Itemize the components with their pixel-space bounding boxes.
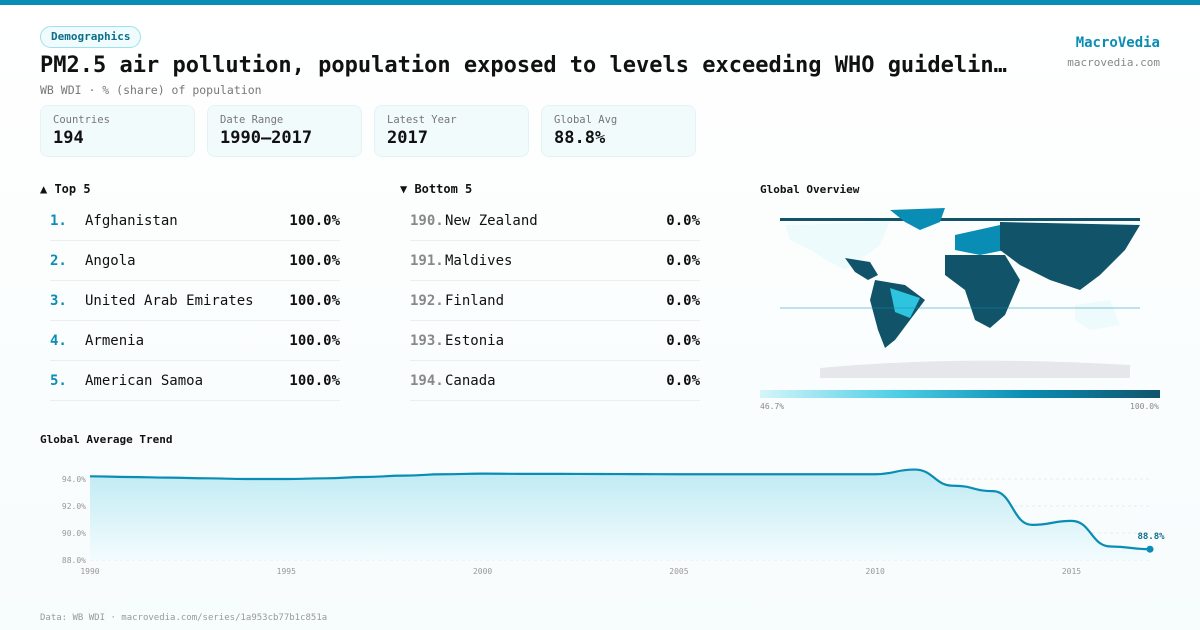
rank-number: 194. (410, 373, 444, 389)
y-tick-label: 94.0% (62, 475, 86, 484)
footer-source: Data: WB WDI · macrovedia.com/series/1a9… (40, 613, 328, 623)
trend-line (89, 468, 1151, 551)
brand-url[interactable]: macrovedia.com (1067, 56, 1160, 69)
country-name: Armenia (85, 333, 145, 349)
x-tick-label: 2010 (866, 567, 885, 576)
legend-max: 100.0% (1130, 402, 1159, 411)
rank-row[interactable]: 3. United Arab Emirates 100.0% (50, 281, 340, 321)
chart-title: Global Average Trend (40, 433, 173, 446)
rank-row[interactable]: 5. American Samoa 100.0% (50, 361, 340, 401)
stat-card-global-avg: Global Avg 88.8% (541, 105, 696, 157)
country-value: 0.0% (666, 333, 700, 349)
rank-number: 193. (410, 333, 444, 349)
rank-row[interactable]: 4. Armenia 100.0% (50, 321, 340, 361)
country-name: American Samoa (85, 373, 204, 389)
map-north-america (785, 222, 890, 270)
country-value: 0.0% (666, 213, 700, 229)
map-color-legend (760, 390, 1160, 398)
trend-chart: 88.0% 90.0% 92.0% 94.0% 1990 1995 2000 2005 2010… (62, 468, 1165, 576)
map-africa (945, 255, 1020, 328)
rank-row[interactable]: 1. Afghanistan 100.0% (50, 201, 340, 241)
map-south-america (870, 280, 925, 348)
end-value-label: 88.8% (1137, 532, 1165, 542)
map-antarctica (820, 360, 1130, 378)
x-tick-label: 2015 (1062, 567, 1081, 576)
rank-row[interactable]: 192.Finland 0.0% (410, 281, 700, 321)
rank-row[interactable]: 191.Maldives 0.0% (410, 241, 700, 281)
x-tick-label: 1995 (277, 567, 296, 576)
country-name: Angola (85, 253, 136, 269)
rank-number: 3. (50, 293, 67, 309)
y-tick-label: 88.0% (62, 556, 86, 565)
country-name: Finland (445, 293, 505, 309)
rank-number: 191. (410, 253, 444, 269)
country-name: Maldives (445, 253, 513, 269)
stat-value: 1990–2017 (220, 128, 313, 148)
rank-number: 2. (50, 253, 67, 269)
country-name: Estonia (445, 333, 505, 349)
category-badge[interactable]: Demographics (40, 26, 142, 48)
page-title: PM2.5 air pollution, population exposed … (40, 53, 1010, 78)
country-value: 0.0% (666, 253, 700, 269)
brand-logo[interactable]: MacroVedia (1075, 35, 1160, 51)
country-value: 100.0% (289, 333, 340, 349)
country-value: 100.0% (289, 293, 340, 309)
map-heading: Global Overview (760, 183, 860, 196)
country-name: New Zealand (445, 213, 538, 229)
stat-label: Countries (53, 114, 110, 126)
rank-number: 192. (410, 293, 444, 309)
map-central-america (845, 258, 878, 280)
map-arctic-band (780, 218, 1140, 221)
stat-card-date-range: Date Range 1990–2017 (207, 105, 362, 157)
rank-row[interactable]: 190.New Zealand 0.0% (410, 201, 700, 241)
stat-card-countries: Countries 194 (40, 105, 195, 157)
x-tick-label: 1990 (80, 567, 99, 576)
x-tick-label: 2000 (473, 567, 492, 576)
data-point (1146, 545, 1154, 553)
country-value: 0.0% (666, 373, 700, 389)
top5-heading: ▲ Top 5 (40, 182, 91, 196)
country-name: Canada (445, 373, 496, 389)
x-tick-label: 2005 (669, 567, 688, 576)
y-tick-label: 92.0% (62, 502, 86, 511)
map-greenland (890, 208, 945, 230)
country-value: 0.0% (666, 293, 700, 309)
y-tick-label: 90.0% (62, 529, 86, 538)
stat-label: Latest Year (387, 114, 457, 126)
map-brazil (890, 288, 920, 318)
map-asia (1000, 222, 1140, 290)
rank-number: 190. (410, 213, 444, 229)
rank-row[interactable]: 2. Angola 100.0% (50, 241, 340, 281)
country-name: Afghanistan (85, 213, 178, 229)
bottom5-heading: ▼ Bottom 5 (400, 182, 473, 196)
country-name: United Arab Emirates (85, 293, 254, 309)
stat-label: Date Range (220, 114, 284, 126)
stat-label: Global Avg (554, 114, 618, 126)
country-value: 100.0% (289, 213, 340, 229)
rank-row[interactable]: 194.Canada 0.0% (410, 361, 700, 401)
rank-number: 4. (50, 333, 67, 349)
map-europe (955, 225, 1005, 255)
rank-row[interactable]: 193.Estonia 0.0% (410, 321, 700, 361)
stat-value: 88.8% (554, 128, 606, 148)
page-subtitle: WB WDI · % (share) of population (40, 83, 262, 97)
country-value: 100.0% (289, 253, 340, 269)
stat-value: 194 (53, 128, 84, 148)
rank-number: 1. (50, 213, 67, 229)
trend-area (90, 469, 1150, 560)
rank-number: 5. (50, 373, 67, 389)
map-oceania (1075, 300, 1120, 330)
legend-min: 46.7% (760, 402, 785, 411)
stat-card-latest-year: Latest Year 2017 (374, 105, 529, 157)
top-accent-bar (0, 0, 1200, 5)
world-map (780, 208, 1140, 378)
stat-value: 2017 (387, 128, 428, 148)
country-value: 100.0% (289, 373, 340, 389)
